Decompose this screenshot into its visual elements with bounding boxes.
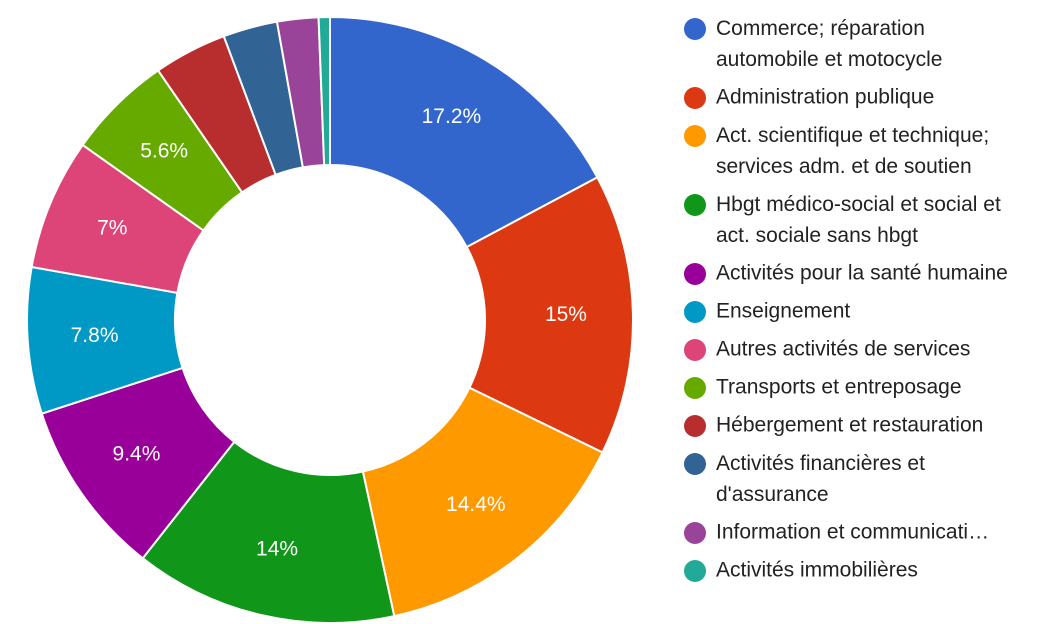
slice — [361, 386, 604, 618]
slice — [465, 176, 634, 454]
legend-swatch — [684, 87, 706, 109]
legend-label: Information et communicati… — [716, 521, 989, 544]
legend-line: Act. scientifique et technique; — [716, 124, 989, 147]
legend-swatch — [684, 453, 706, 475]
legend-line: d'assurance — [716, 483, 829, 506]
legend-line: Hbgt médico-social et social et — [716, 193, 1001, 216]
slice — [329, 15, 599, 249]
slice-label: 14.4% — [446, 493, 506, 516]
legend-label: Enseignement — [716, 300, 850, 323]
legend-swatch — [684, 125, 706, 147]
legend-line: Activités financières et — [716, 452, 925, 475]
slice-label: 14% — [256, 538, 298, 561]
slice — [141, 440, 396, 624]
legend-label: Activités pour la santé humaine — [716, 262, 1008, 285]
slice-label: 9.4% — [113, 443, 161, 466]
legend-label: Administration publique — [716, 86, 934, 109]
legend-swatch — [684, 377, 706, 399]
legend-swatch — [684, 263, 706, 285]
legend-swatch — [684, 339, 706, 361]
slice-label: 5.6% — [140, 140, 188, 163]
legend-label: Activités financières et d'assurance — [716, 452, 925, 506]
slice-label: 15% — [545, 303, 587, 326]
legend-swatch — [684, 560, 706, 582]
slice — [317, 15, 331, 167]
slice-label: 17.2% — [422, 105, 482, 128]
legend-swatch — [684, 194, 706, 216]
legend-swatch — [684, 522, 706, 544]
legend-line: act. sociale sans hbgt — [716, 224, 918, 247]
legend-line: services adm. et de soutien — [716, 155, 972, 178]
legend-label: Transports et entreposage — [716, 376, 962, 399]
legend-swatch — [684, 301, 706, 323]
legend-line: Commerce; réparation — [716, 17, 925, 40]
legend-label: Commerce; réparation automobile et motocy… — [716, 17, 942, 71]
legend-line: automobile et motocycle — [716, 48, 942, 71]
legend-swatch — [684, 18, 706, 40]
legend-label: Hébergement et restauration — [716, 414, 983, 437]
legend-label: Act. scientifique et technique; services … — [716, 124, 989, 178]
slice-label: 7% — [97, 217, 127, 240]
slice-label: 7.8% — [71, 324, 119, 347]
legend-swatch — [684, 415, 706, 437]
legend-label: Hbgt médico-social et social et act. soci… — [716, 193, 1001, 247]
legend-label: Autres activités de services — [716, 338, 970, 361]
legend-label: Activités immobilières — [716, 559, 918, 582]
